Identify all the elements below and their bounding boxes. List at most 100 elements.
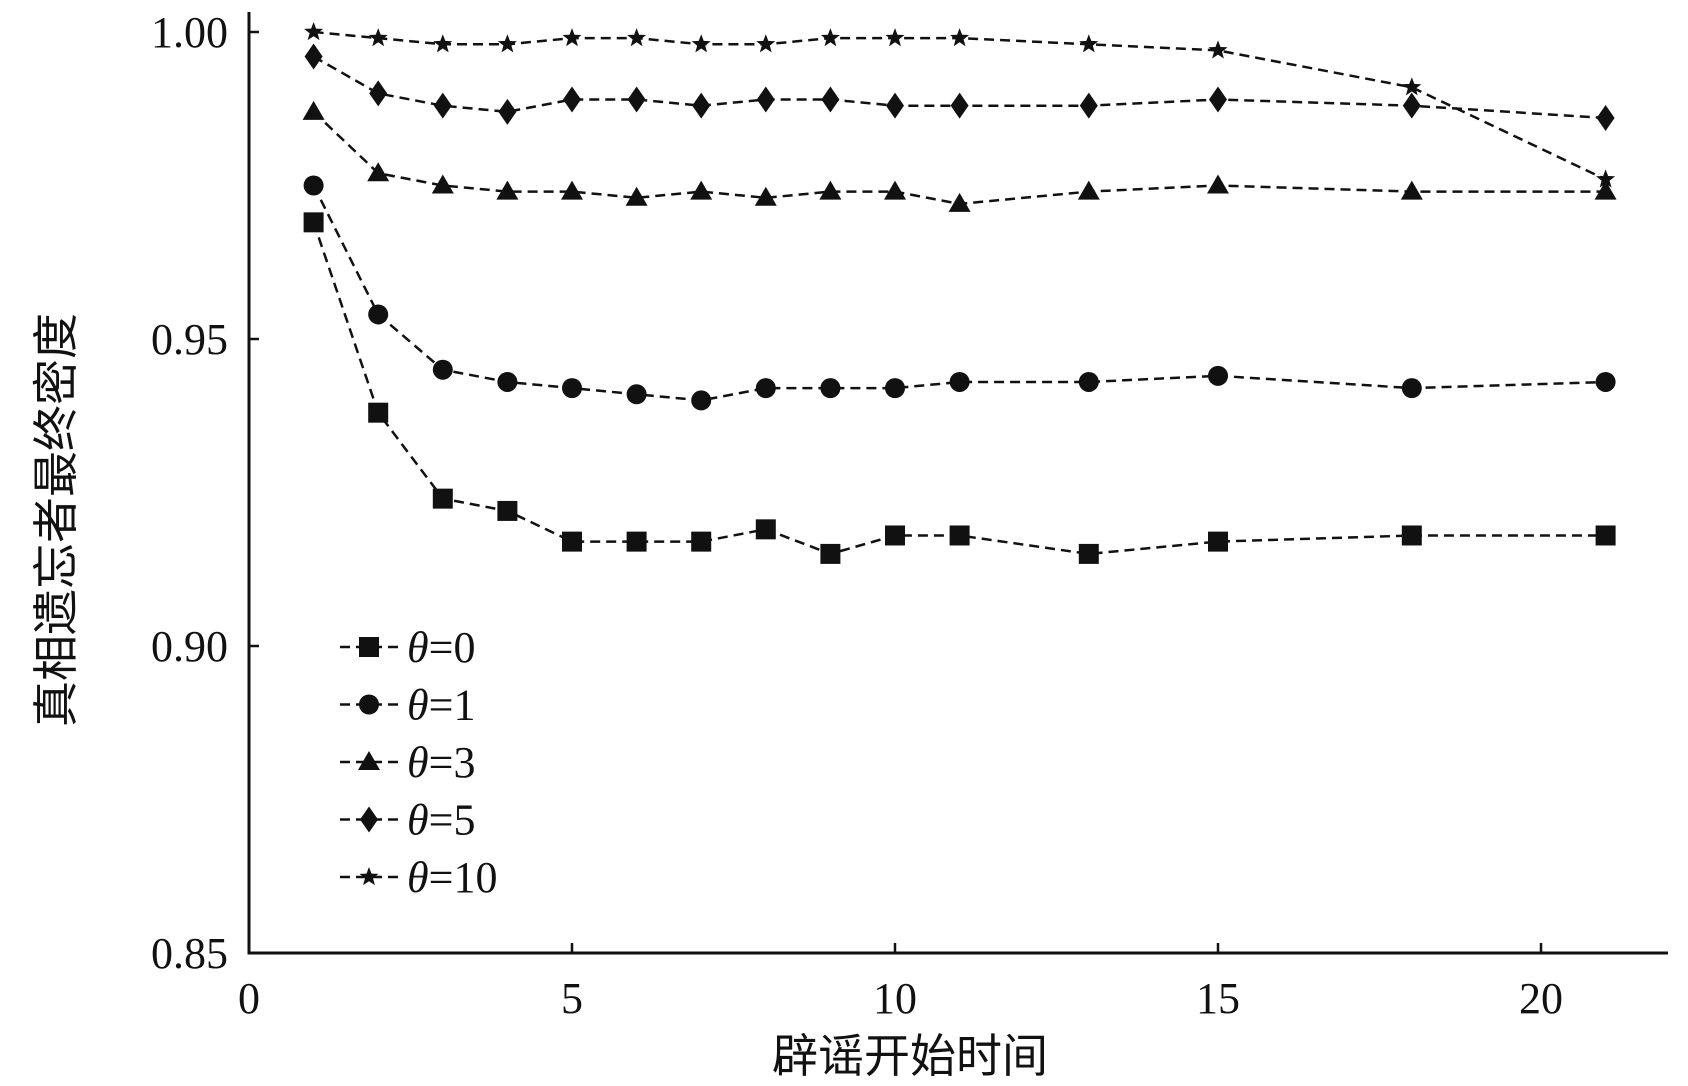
series-diamond <box>304 43 1615 131</box>
data-point <box>950 92 969 119</box>
data-point <box>562 28 582 47</box>
data-point <box>1401 525 1422 546</box>
data-point <box>431 174 454 194</box>
x-axis-title: 辟谣开始时间 <box>772 1029 1048 1083</box>
series-line <box>312 184 1606 402</box>
data-point <box>497 34 517 53</box>
data-point <box>885 378 905 399</box>
data-point <box>884 180 906 200</box>
data-point <box>755 519 776 540</box>
series-triangle <box>302 100 1617 212</box>
data-point <box>304 43 323 70</box>
y-tick-label: 1.00 <box>151 8 228 57</box>
data-point <box>432 359 453 380</box>
data-point <box>368 304 389 325</box>
y-tick-label: 0.85 <box>151 929 228 978</box>
data-point <box>754 186 777 206</box>
data-point <box>303 175 324 196</box>
data-point <box>821 86 840 113</box>
data-point <box>1208 365 1228 386</box>
data-point <box>562 531 582 552</box>
data-point <box>1208 531 1228 552</box>
legend-label: θ=5 <box>407 796 475 845</box>
legend-label: θ=3 <box>407 738 475 787</box>
data-point <box>497 500 518 521</box>
axes <box>247 12 1668 955</box>
y-tick-label: 0.90 <box>151 622 228 671</box>
data-point <box>626 531 647 552</box>
x-tick-label: 15 <box>1196 974 1240 1023</box>
data-point <box>1400 180 1423 200</box>
data-point <box>563 86 581 113</box>
data-point <box>691 531 712 552</box>
data-point <box>1596 104 1615 131</box>
data-point <box>1402 77 1422 96</box>
legend-item: θ=1 <box>340 681 475 730</box>
data-point <box>561 180 583 200</box>
data-point <box>433 92 452 119</box>
legend-item: θ=5 <box>340 796 475 845</box>
data-point <box>885 525 905 546</box>
series-layer <box>302 22 1617 564</box>
data-point <box>1208 40 1228 59</box>
data-point <box>885 28 905 47</box>
data-point <box>691 34 711 53</box>
series-line <box>312 110 1606 206</box>
ticks: 0 5 10 15 20 0.85 0.90 0.95 1.00 <box>151 8 1563 1023</box>
data-point <box>1402 92 1421 119</box>
legend-marker <box>359 867 379 886</box>
data-point <box>1595 525 1616 546</box>
data-point <box>948 192 971 212</box>
data-point <box>886 92 904 119</box>
legend-marker <box>359 694 379 715</box>
legend: θ=0 θ=1 θ=3 θ=5 θ=10 <box>340 623 497 902</box>
data-point <box>949 371 970 392</box>
legend-marker <box>359 637 379 657</box>
data-point <box>1078 543 1099 564</box>
data-point <box>690 180 713 200</box>
data-point <box>304 22 324 41</box>
data-point <box>691 390 712 411</box>
data-point <box>1077 180 1100 200</box>
data-point <box>692 92 711 119</box>
series-star <box>304 22 1616 188</box>
data-point <box>626 384 647 405</box>
y-tick-label: 0.95 <box>151 315 228 364</box>
data-point <box>755 378 776 399</box>
legend-marker <box>358 751 380 770</box>
data-point <box>756 34 776 53</box>
data-point <box>625 186 648 206</box>
data-point <box>1595 371 1616 392</box>
data-point <box>1079 34 1099 53</box>
data-point <box>1207 174 1229 194</box>
data-point <box>950 28 970 47</box>
data-point <box>562 378 582 399</box>
data-point <box>1401 378 1422 399</box>
data-point <box>1596 169 1616 188</box>
data-point <box>820 543 841 564</box>
legend-marker <box>360 806 378 833</box>
legend-label: θ=0 <box>407 623 475 672</box>
data-point <box>756 86 775 113</box>
series-square <box>303 212 1616 564</box>
data-point <box>497 371 518 392</box>
data-point <box>303 212 324 233</box>
legend-label: θ=1 <box>407 681 475 730</box>
x-tick-label: 0 <box>238 974 260 1023</box>
legend-item: θ=10 <box>340 853 497 902</box>
data-point <box>368 28 388 47</box>
legend-label: θ=10 <box>407 853 497 902</box>
data-point <box>627 28 647 47</box>
data-point <box>949 525 970 546</box>
data-point <box>302 100 325 120</box>
data-point <box>368 402 389 423</box>
data-point <box>1209 86 1227 113</box>
data-point <box>496 180 519 200</box>
data-point <box>369 80 388 107</box>
data-point <box>367 162 390 182</box>
data-point <box>432 488 453 509</box>
series-circle <box>303 175 1616 411</box>
data-point <box>1079 92 1098 119</box>
data-point <box>498 98 517 125</box>
